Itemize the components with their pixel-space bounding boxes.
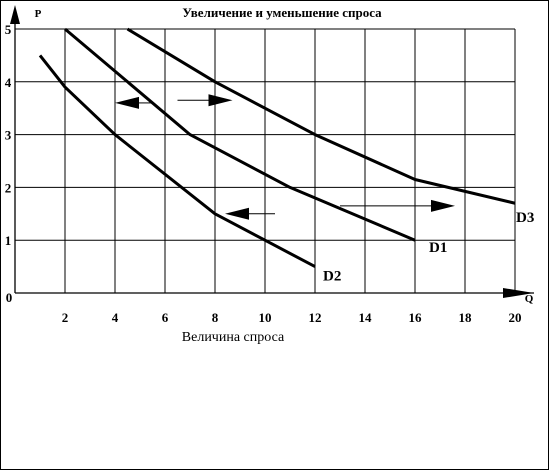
- curve-d2: [38, 54, 316, 268]
- chart-title: Увеличение и уменьшение спроса: [182, 5, 382, 20]
- shift-arrowhead-2: [208, 94, 233, 107]
- x-tick-label-16: 16: [409, 310, 423, 325]
- origin-label: 0: [6, 290, 13, 305]
- x-tick-label-6: 6: [162, 310, 169, 325]
- y-tick-label-2: 2: [5, 180, 12, 195]
- demand-curves: D1 D2 D3: [38, 27, 534, 285]
- y-tick-label-3: 3: [5, 128, 12, 143]
- y-tick-label-5: 5: [5, 22, 12, 37]
- x-axis-letter: Q: [525, 293, 534, 305]
- x-axis-arrowhead: [503, 288, 534, 298]
- x-tick-label-20: 20: [509, 310, 522, 325]
- y-tick-label-4: 4: [5, 75, 12, 90]
- y-tick-label-1: 1: [5, 233, 12, 248]
- curve-label-d2: D2: [323, 269, 341, 285]
- x-tick-label-8: 8: [212, 310, 219, 325]
- x-tick-label-4: 4: [112, 310, 119, 325]
- x-tick-label-2: 2: [62, 310, 69, 325]
- curve-label-d1: D1: [429, 240, 447, 256]
- x-tick-label-12: 12: [309, 310, 322, 325]
- shift-arrowhead-1: [115, 96, 139, 109]
- axes: [10, 5, 534, 298]
- curve-d3: [126, 27, 516, 205]
- grid: [15, 28, 516, 293]
- y-axis-letter: P: [35, 8, 42, 20]
- shift-arrows: [115, 94, 455, 220]
- x-tick-label-14: 14: [359, 310, 373, 325]
- x-tick-label-18: 18: [459, 310, 473, 325]
- curve-label-d3: D3: [516, 210, 534, 226]
- x-axis-label: Величина спроса: [182, 330, 285, 345]
- shift-arrowhead-4: [431, 199, 455, 212]
- curve-d1: [64, 27, 416, 242]
- shift-arrowhead-3: [225, 207, 249, 220]
- x-tick-label-10: 10: [259, 310, 272, 325]
- y-axis-arrowhead: [10, 5, 20, 24]
